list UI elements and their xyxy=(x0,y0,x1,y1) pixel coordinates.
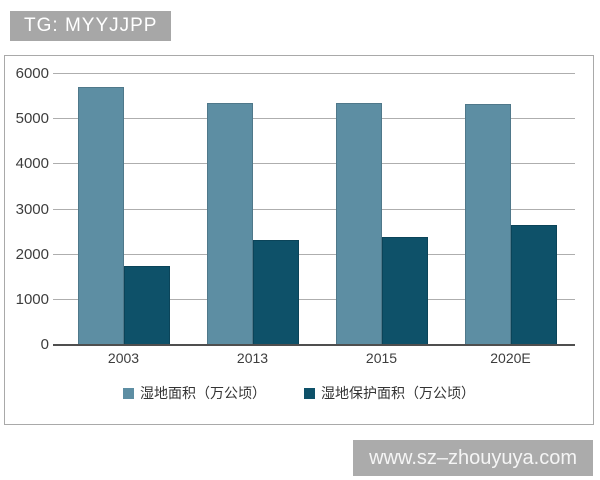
legend-item: 湿地保护面积（万公顷） xyxy=(304,383,475,403)
legend-item: 湿地面积（万公顷） xyxy=(123,383,266,403)
y-axis-labels: 0 1000 2000 3000 4000 5000 6000 xyxy=(5,66,51,353)
x-tick-label: 2015 xyxy=(365,350,398,366)
chart-container: 0 1000 2000 3000 4000 5000 6000 2003 2013 2015 20… xyxy=(4,55,594,425)
x-tick-label: 2020E xyxy=(490,350,531,366)
tag-badge: TG: MYYJJPP xyxy=(10,11,172,41)
bar-2013-湿地保护面积（万公顷） xyxy=(252,240,299,345)
bar-2013-湿地面积（万公顷） xyxy=(206,102,253,345)
legend: 湿地面积（万公顷） 湿地保护面积（万公顷） xyxy=(5,383,593,403)
plot-area xyxy=(53,73,575,346)
bar-2015-湿地保护面积（万公顷） xyxy=(381,237,428,345)
gridline xyxy=(53,73,575,74)
gridline xyxy=(53,298,575,300)
bar-group xyxy=(59,74,188,345)
bar-group xyxy=(446,74,575,345)
legend-swatch xyxy=(123,387,134,399)
legend-label: 湿地保护面积（万公顷） xyxy=(321,385,475,401)
gridline xyxy=(53,118,575,120)
legend-swatch xyxy=(304,387,315,399)
watermark: www.sz–zhouyuya.com xyxy=(353,440,593,476)
bar-2003-湿地面积（万公顷） xyxy=(77,86,124,345)
x-axis-line xyxy=(53,344,575,346)
y-tick-label: 6000 xyxy=(15,65,49,82)
y-tick-label: 3000 xyxy=(15,200,49,218)
y-tick-label: 4000 xyxy=(15,155,49,173)
bar-groups xyxy=(59,74,575,345)
y-tick-label: 5000 xyxy=(15,110,49,128)
gridline xyxy=(53,163,575,165)
gridline xyxy=(53,253,575,255)
y-tick-label: 0 xyxy=(40,336,49,353)
bar-2020E-湿地保护面积（万公顷） xyxy=(510,224,557,345)
bar-2020E-湿地面积（万公顷） xyxy=(464,104,511,345)
gridline xyxy=(53,208,575,210)
x-tick-label: 2013 xyxy=(236,350,269,366)
x-axis-labels: 2003 2013 2015 2020E xyxy=(59,350,575,366)
y-tick-label: 1000 xyxy=(15,290,49,308)
bar-2015-湿地面积（万公顷） xyxy=(335,102,382,345)
bar-group xyxy=(188,74,317,345)
bar-group xyxy=(317,74,446,345)
legend-label: 湿地面积（万公顷） xyxy=(140,385,266,401)
x-tick-label: 2003 xyxy=(107,350,140,366)
bar-2003-湿地保护面积（万公顷） xyxy=(123,265,170,345)
y-tick-label: 2000 xyxy=(15,245,49,263)
